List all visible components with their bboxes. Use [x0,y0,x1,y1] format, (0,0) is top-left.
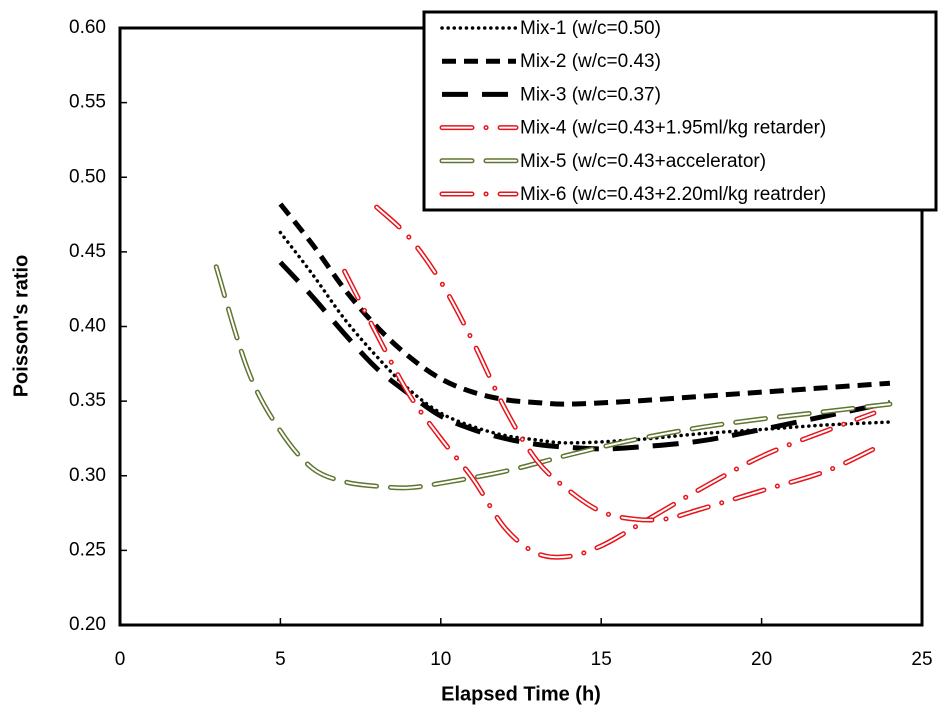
x-tick-label: 20 [751,649,772,670]
legend-label: Mix-6 (w/c=0.43+2.20ml/kg reatrder) [520,184,826,205]
x-tick-label: 10 [430,649,451,670]
y-tick-label: 0.30 [69,465,106,486]
x-tick-label: 0 [115,649,126,670]
y-tick-label: 0.20 [69,614,106,635]
legend-box [422,10,938,212]
legend-label: Mix-1 (w/c=0.50) [520,18,661,39]
y-tick-label: 0.55 [69,92,106,113]
series-line-inner [215,265,891,489]
y-tick-label: 0.45 [69,241,106,262]
series-line [278,202,891,407]
x-tick-label: 15 [591,649,612,670]
legend-label: Mix-3 (w/c=0.37) [520,84,661,105]
series-line-inner [375,206,875,522]
y-tick-label: 0.50 [69,166,106,187]
legend-label: Mix-2 (w/c=0.43) [520,51,661,72]
x-tick-label: 25 [911,649,932,670]
y-axis-title: Poisson's ratio [10,255,32,398]
x-axis-title: Elapsed Time (h) [441,683,601,705]
y-tick-label: 0.60 [69,17,106,38]
series-line [278,260,891,452]
series-line-inner [343,270,875,559]
series-line [278,230,892,445]
legend-label: Mix-4 (w/c=0.43+1.95ml/kg retarder) [520,118,826,139]
y-tick-label: 0.40 [69,316,106,337]
y-tick-label: 0.25 [69,539,106,560]
series-line [374,204,877,523]
x-tick-label: 5 [275,649,286,670]
y-tick-label: 0.35 [69,390,106,411]
legend-label: Mix-5 (w/c=0.43+accelerator) [520,151,766,172]
